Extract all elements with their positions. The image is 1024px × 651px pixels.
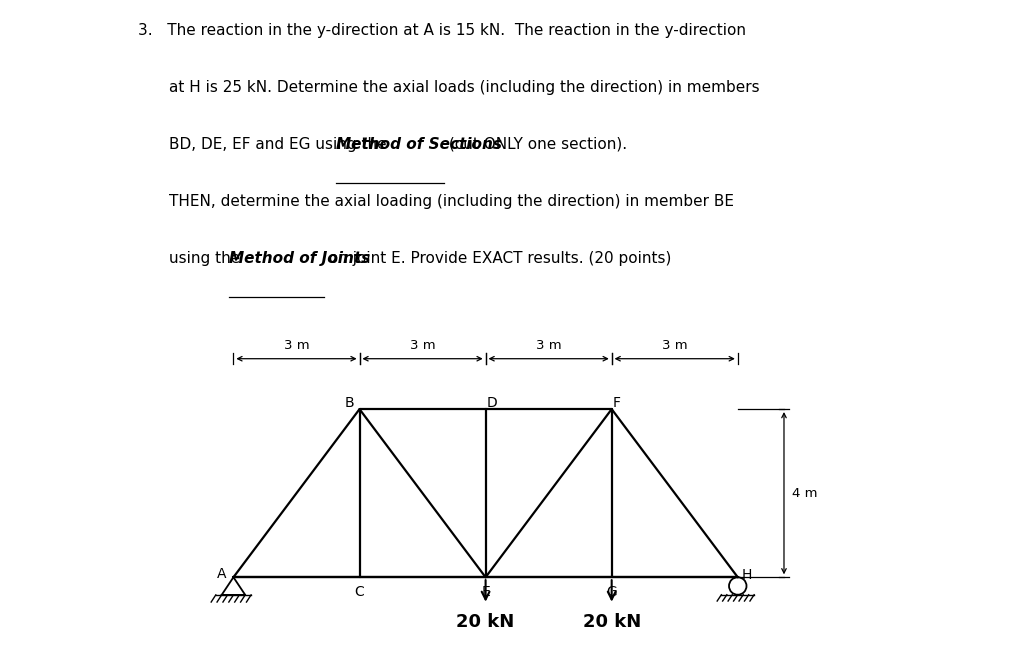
- Text: at H is 25 kN. Determine the axial loads (including the direction) in members: at H is 25 kN. Determine the axial loads…: [169, 79, 760, 95]
- Text: C: C: [354, 585, 365, 599]
- Text: 3 m: 3 m: [410, 339, 435, 352]
- Text: H: H: [741, 568, 753, 582]
- Text: 3 m: 3 m: [284, 339, 309, 352]
- Text: A: A: [217, 567, 226, 581]
- Text: Method of Joints: Method of Joints: [228, 251, 370, 266]
- Text: 3 m: 3 m: [536, 339, 561, 352]
- Text: BD, DE, EF and EG using the: BD, DE, EF and EG using the: [169, 137, 391, 152]
- Text: (cut ONLY one section).: (cut ONLY one section).: [443, 137, 627, 152]
- Text: using the: using the: [169, 251, 245, 266]
- Text: D: D: [486, 396, 498, 410]
- Text: on joint E. Provide EXACT results. (20 points): on joint E. Provide EXACT results. (20 p…: [325, 251, 672, 266]
- Text: 3 m: 3 m: [662, 339, 687, 352]
- Text: 4 m: 4 m: [792, 487, 817, 500]
- Text: G: G: [606, 585, 617, 599]
- Text: E: E: [481, 585, 489, 599]
- Text: 3.   The reaction in the y-direction at A is 15 kN.  The reaction in the y-direc: 3. The reaction in the y-direction at A …: [138, 23, 746, 38]
- Text: 20 kN: 20 kN: [457, 613, 515, 631]
- Text: 20 kN: 20 kN: [583, 613, 641, 631]
- Text: B: B: [344, 396, 354, 410]
- Text: THEN, determine the axial loading (including the direction) in member BE: THEN, determine the axial loading (inclu…: [169, 194, 734, 209]
- Text: Method of Sections: Method of Sections: [336, 137, 502, 152]
- Text: F: F: [612, 396, 621, 410]
